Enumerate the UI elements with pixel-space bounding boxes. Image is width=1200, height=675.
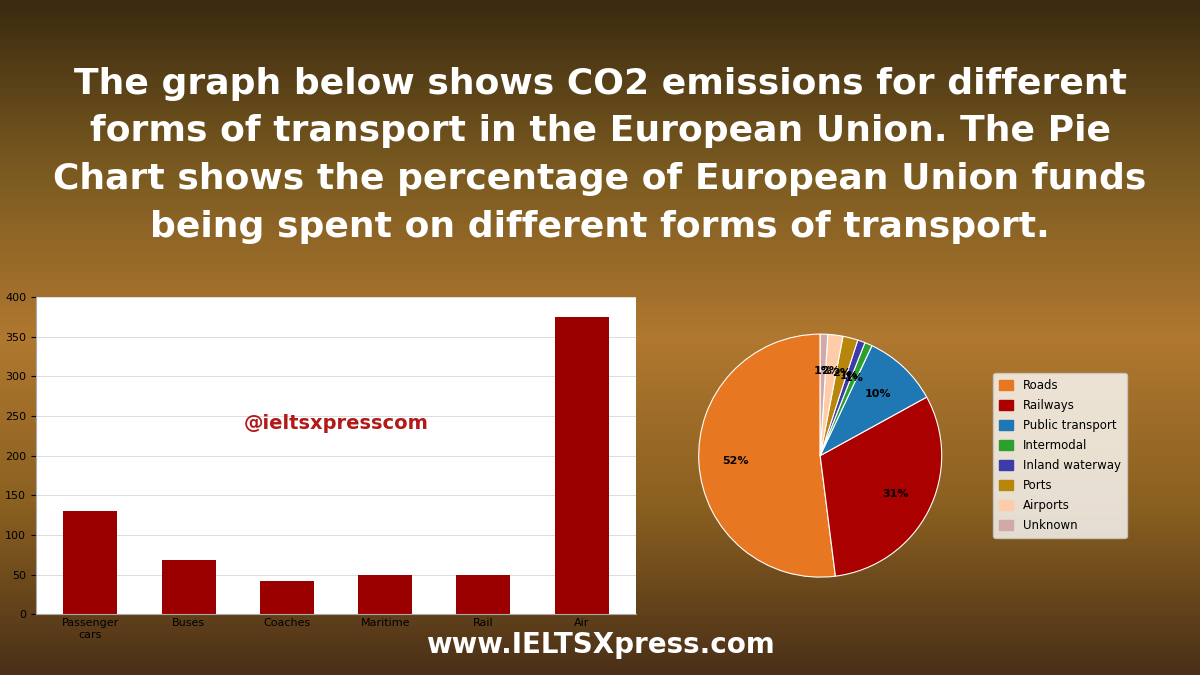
Text: 1%: 1% (845, 373, 864, 383)
Wedge shape (821, 346, 926, 456)
Legend: Roads, Railways, Public transport, Intermodal, Inland waterway, Ports, Airports,: Roads, Railways, Public transport, Inter… (994, 373, 1127, 539)
Text: 10%: 10% (865, 389, 892, 399)
Text: The graph below shows CO2 emissions for different
forms of transport in the Euro: The graph below shows CO2 emissions for … (53, 67, 1147, 244)
Wedge shape (698, 334, 835, 577)
Text: www.IELTSXpress.com: www.IELTSXpress.com (426, 630, 774, 659)
Text: 2%: 2% (832, 369, 851, 378)
Wedge shape (821, 334, 828, 456)
Text: @ieltsxpresscom: @ieltsxpresscom (244, 414, 428, 433)
Text: 1%: 1% (840, 371, 858, 381)
Wedge shape (821, 397, 942, 576)
Bar (358, 574, 412, 614)
Bar (456, 574, 510, 614)
Wedge shape (821, 343, 872, 456)
Bar (260, 581, 314, 614)
Wedge shape (821, 334, 842, 456)
Bar (162, 560, 216, 614)
Text: 2%: 2% (822, 367, 840, 376)
Wedge shape (821, 336, 858, 456)
Bar (554, 317, 608, 614)
Text: 1%: 1% (814, 366, 833, 375)
Text: 31%: 31% (883, 489, 910, 500)
Wedge shape (821, 340, 865, 456)
Text: 52%: 52% (722, 456, 749, 466)
Bar (64, 511, 118, 614)
